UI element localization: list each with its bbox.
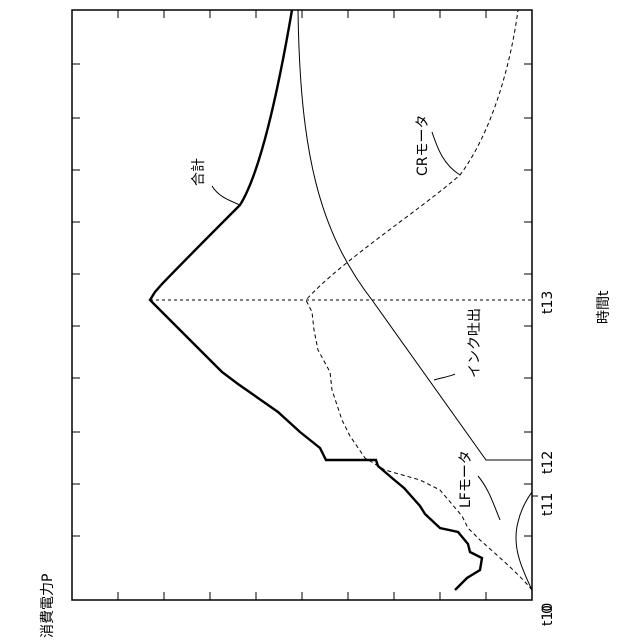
x-axis-label: 時間t xyxy=(596,290,612,324)
tick-label-t10: t10 xyxy=(540,603,556,626)
label-cr-motor: CRモータ xyxy=(415,114,431,176)
ink-ejection-curve xyxy=(298,10,532,460)
label-total: 合計 xyxy=(191,158,207,186)
label-ink-ejection: インク吐出 xyxy=(467,308,483,378)
leader-lines xyxy=(212,132,500,520)
tick-label-t11: t11 xyxy=(540,493,556,516)
lf-motor-curve xyxy=(516,492,532,590)
tick-label-t12: t12 xyxy=(540,451,556,474)
tick-label-t13: t13 xyxy=(540,291,556,314)
label-lf-motor: LFモータ xyxy=(458,450,474,508)
y-axis-label: 消費電力P xyxy=(40,574,56,638)
